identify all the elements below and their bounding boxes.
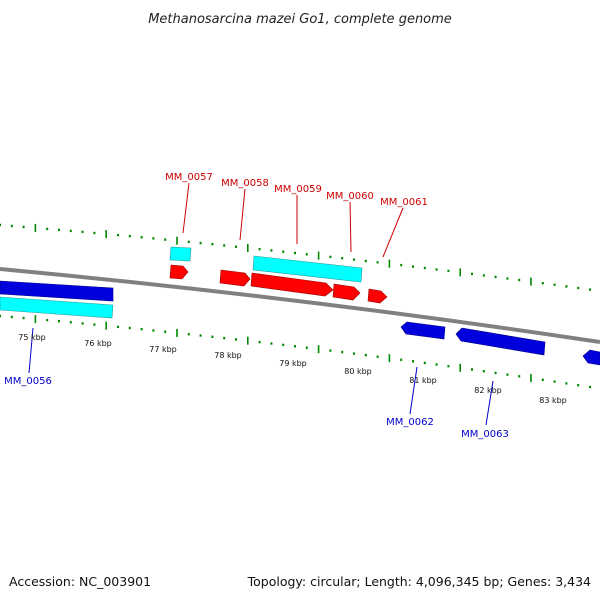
reverse-label-leaders	[28, 327, 494, 426]
map-title: Methanosarcina mazei Go1, complete genom…	[148, 12, 452, 27]
kbp-labels: 75 kbp 76 kbp 77 kbp 78 kbp 79 kbp 80 kb…	[18, 333, 567, 405]
leader-mm-0058	[239, 188, 246, 241]
cds-arrow-mm-0057	[169, 264, 189, 280]
kbp-label: 83 kbp	[539, 396, 567, 405]
cds-arrow-mm-0063	[455, 327, 546, 356]
forward-gene-bars	[169, 246, 363, 283]
leader-mm-0061	[382, 207, 404, 258]
accession-text: Accession: NC_003901	[9, 574, 151, 589]
gene-bar-mm-0057	[169, 246, 192, 262]
genome-backbone	[0, 267, 600, 344]
cds-arrow-mm-0062	[400, 321, 446, 340]
cds-arrow-mm-0061	[367, 288, 388, 304]
kbp-label: 78 kbp	[214, 351, 242, 360]
leader-mm-0062	[409, 366, 418, 415]
kbp-label: 80 kbp	[344, 367, 372, 376]
cds-arrow-mm-0056	[0, 280, 114, 302]
cds-arrow-mm-0060	[332, 283, 361, 301]
forward-label-leaders	[182, 182, 404, 258]
forward-gene-labels: MM_0057 MM_0058 MM_0059 MM_0060 MM_0061	[165, 172, 428, 208]
cds-arrow-edge	[582, 349, 600, 366]
gene-label-mm-0060[interactable]: MM_0060	[326, 191, 374, 202]
gene-label-mm-0063[interactable]: MM_0063	[461, 429, 509, 440]
outer-tick-row	[0, 223, 591, 291]
forward-cds-arrows	[169, 264, 388, 304]
kbp-label: 77 kbp	[149, 345, 177, 354]
genome-summary-text: Topology: circular; Length: 4,096,345 bp…	[247, 574, 591, 589]
cds-arrow-mm-0058	[219, 269, 251, 287]
gene-label-mm-0062[interactable]: MM_0062	[386, 417, 434, 428]
cds-arrow-mm-0059	[250, 272, 334, 297]
leader-mm-0060	[349, 201, 352, 253]
gene-label-mm-0057[interactable]: MM_0057	[165, 172, 213, 183]
gene-label-mm-0056[interactable]: MM_0056	[4, 376, 52, 387]
inner-tick-row	[0, 314, 591, 389]
kbp-label: 81 kbp	[409, 376, 437, 385]
leader-mm-0056	[28, 327, 34, 374]
gene-bar-mm-0058-0060	[252, 255, 363, 283]
gene-label-mm-0058[interactable]: MM_0058	[221, 178, 269, 189]
gene-bar-mm-0056	[0, 296, 114, 319]
kbp-label: 82 kbp	[474, 386, 502, 395]
reverse-cds-arrows	[0, 280, 600, 366]
leader-mm-0057	[182, 182, 190, 234]
kbp-label: 76 kbp	[84, 339, 112, 348]
gene-label-mm-0059[interactable]: MM_0059	[274, 184, 322, 195]
gene-label-mm-0061[interactable]: MM_0061	[380, 197, 428, 208]
kbp-label: 79 kbp	[279, 359, 307, 368]
reverse-gene-labels: MM_0056 MM_0062 MM_0063	[4, 376, 509, 440]
kbp-label: 75 kbp	[18, 333, 46, 342]
leader-mm-0063	[485, 380, 494, 426]
